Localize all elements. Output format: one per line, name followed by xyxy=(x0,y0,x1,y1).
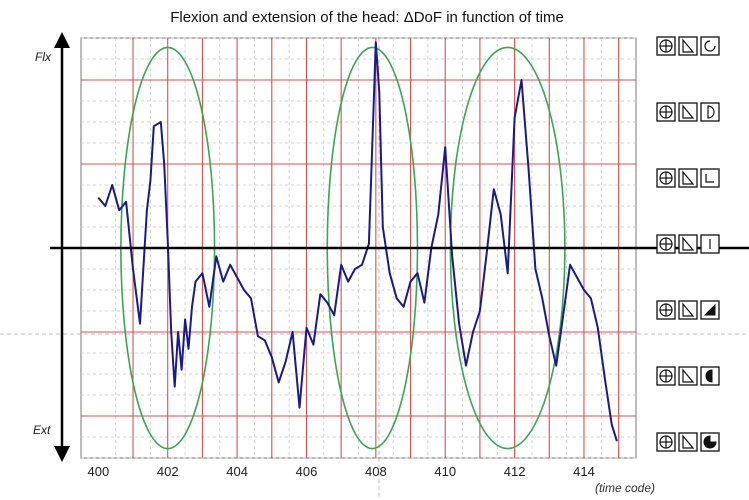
y-label-top: Flx xyxy=(35,50,52,64)
arrow-head-up xyxy=(54,32,70,48)
rotation-triangle-icon xyxy=(656,300,720,320)
rotation-3-4-icon xyxy=(656,36,720,56)
rotation-vertical-icon xyxy=(656,234,720,254)
arrow-head-down xyxy=(54,446,70,462)
x-tick-labels: 400 402 404 406 408 410 412 414 xyxy=(87,464,594,479)
x-tick-label: 412 xyxy=(504,464,526,479)
x-tick-label: 410 xyxy=(434,464,456,479)
rotation-corner-icon xyxy=(656,168,720,188)
chart-title: Flexion and extension of the head: ΔDoF … xyxy=(170,9,564,26)
series-lines xyxy=(97,41,618,442)
x-tick-label: 406 xyxy=(296,464,318,479)
dof-icon-column xyxy=(656,36,720,452)
x-tick-label: 414 xyxy=(573,464,595,479)
x-tick-label: 404 xyxy=(226,464,248,479)
y-label-bottom: Ext xyxy=(33,423,51,437)
rotation-half-filled-icon xyxy=(656,366,720,386)
rotation-half-icon xyxy=(656,102,720,122)
x-tick-label: 408 xyxy=(365,464,387,479)
x-axis-label: (time code) xyxy=(595,481,655,495)
rotation-3-4-filled-icon xyxy=(656,432,720,452)
x-tick-label: 400 xyxy=(87,464,109,479)
x-tick-label: 402 xyxy=(157,464,179,479)
axes xyxy=(50,32,749,462)
series-line xyxy=(97,41,618,442)
